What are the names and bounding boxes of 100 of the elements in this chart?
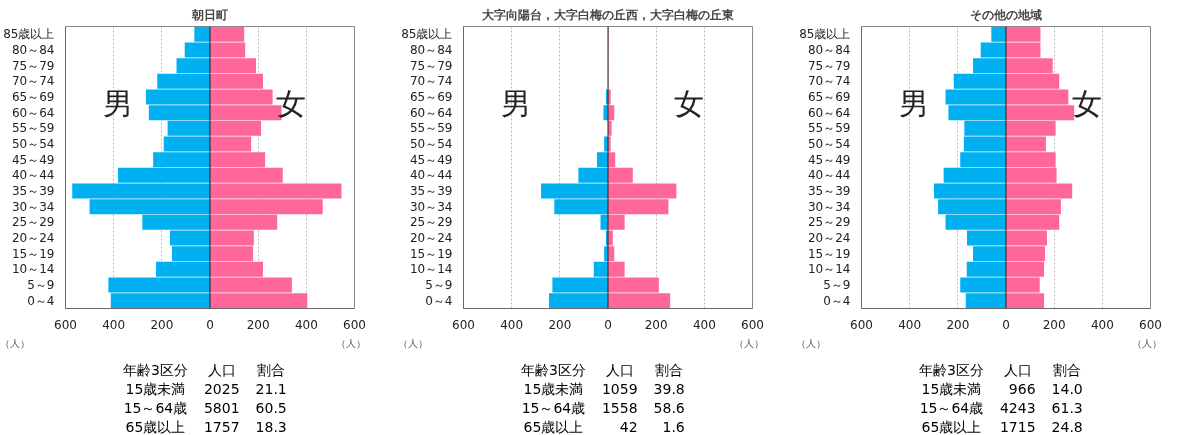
y-tick-label: 85歳以上: [401, 27, 453, 42]
y-tick-label: 75～79: [409, 58, 453, 73]
y-tick-label: 5～9: [823, 278, 851, 292]
text: 61.3: [1050, 399, 1084, 418]
series-label: 女: [673, 85, 704, 121]
y-tick-label: 40～44: [11, 168, 55, 183]
text: 1.6: [661, 418, 686, 435]
x-tick-label: 600: [850, 317, 873, 332]
text: 14.0: [1050, 380, 1084, 399]
x-tick-label: 600: [343, 317, 366, 332]
y-tick-label: 65～69: [409, 90, 453, 104]
x-axis-title: （人）: [336, 337, 366, 351]
x-tick-label: 600: [452, 317, 475, 332]
y-tick-label: 85歳以上: [3, 27, 55, 42]
text: 4243: [998, 399, 1037, 418]
y-tick-label: 45～49: [807, 152, 851, 167]
text: 1059: [600, 380, 639, 399]
text: 65歳以上: [124, 418, 187, 435]
y-tick-label: 45～49: [11, 152, 55, 167]
text: 人口: [604, 361, 635, 380]
y-tick-label: 40～44: [409, 168, 453, 183]
x-axis-title: （人）: [1132, 337, 1162, 351]
y-tick-label: 65～69: [807, 90, 851, 104]
y-tick-label: 10～14: [409, 262, 453, 277]
text: 1715: [998, 418, 1037, 435]
text: 15歳未満: [522, 380, 585, 399]
y-tick-label: 25～29: [11, 215, 55, 230]
text: 年齢3区分: [918, 361, 985, 380]
y-tick-label: 55～59: [11, 121, 55, 136]
chart-title: 朝日町: [191, 7, 228, 22]
y-tick-label: 40～44: [807, 168, 851, 183]
text: 人口: [206, 361, 237, 380]
y-tick-label: 15～19: [807, 246, 851, 261]
text: 1757: [202, 418, 241, 435]
x-tick-label: 400: [102, 317, 126, 332]
x-tick-label: 200: [1042, 317, 1066, 332]
y-tick-label: 20～24: [409, 231, 453, 245]
y-tick-label: 35～39: [11, 184, 55, 198]
text: 男: [500, 85, 531, 121]
y-tick-label: 70～74: [11, 74, 55, 89]
x-tick-label: 0: [1002, 317, 1010, 332]
x-tick-label: 400: [500, 317, 524, 332]
chart-title: その他の地域: [970, 7, 1042, 22]
y-tick-label: 20～24: [807, 231, 851, 245]
text: 15歳未満: [124, 380, 187, 399]
y-tick-label: 10～14: [11, 262, 55, 277]
y-tick-label: 20～24: [11, 231, 55, 245]
text: 2025: [202, 380, 241, 399]
text: 21.1: [254, 380, 288, 399]
x-tick-label: 200: [946, 317, 970, 332]
series-label: 男: [898, 85, 929, 121]
text: 割合: [654, 361, 685, 380]
x-tick-label: 0: [604, 317, 612, 332]
text: 人口: [1002, 361, 1033, 380]
y-tick-label: 10～14: [807, 262, 851, 277]
y-tick-label: 80～84: [11, 43, 55, 57]
text: 15歳未満: [920, 380, 983, 399]
x-tick-label: 200: [548, 317, 572, 332]
y-tick-label: 5～9: [425, 278, 453, 292]
text: 15～64歳: [520, 399, 587, 418]
x-tick-label: 400: [1090, 317, 1114, 332]
y-tick-label: 45～49: [409, 152, 453, 167]
series-label: 女: [275, 85, 306, 121]
y-tick-label: 25～29: [409, 215, 453, 230]
text: 65歳以上: [522, 418, 585, 435]
y-tick-label: 0～4: [27, 293, 55, 308]
x-axis-title: （人）: [734, 337, 764, 351]
text: 割合: [256, 361, 287, 380]
text: 年齢3区分: [520, 361, 587, 380]
y-tick-label: 0～4: [425, 293, 453, 308]
text: 39.8: [652, 380, 686, 399]
x-tick-label: 200: [150, 317, 174, 332]
y-tick-label: 60～64: [11, 105, 55, 120]
text: 1558: [600, 399, 639, 418]
y-tick-label: 70～74: [409, 74, 453, 89]
text: 5801: [202, 399, 241, 418]
y-tick-label: 15～19: [11, 246, 55, 261]
y-tick-label: 30～34: [409, 199, 453, 214]
y-tick-label: 35～39: [807, 184, 851, 198]
y-tick-label: 50～54: [11, 137, 55, 151]
y-tick-label: 50～54: [409, 137, 453, 151]
y-tick-label: 15～19: [409, 246, 453, 261]
text: （人）: [796, 338, 826, 349]
x-tick-label: 400: [898, 317, 922, 332]
text: （人）: [398, 338, 428, 349]
y-tick-label: 25～29: [807, 215, 851, 230]
y-tick-label: 70～74: [807, 74, 851, 89]
y-tick-label: 85歳以上: [799, 27, 851, 42]
text: 24.8: [1050, 418, 1084, 435]
text: 60.5: [254, 399, 288, 418]
y-tick-label: 55～59: [807, 121, 851, 136]
y-tick-label: 60～64: [807, 105, 851, 120]
y-tick-label: 75～79: [807, 58, 851, 73]
text: 18.3: [254, 418, 288, 435]
x-tick-label: 400: [294, 317, 318, 332]
y-tick-label: 80～84: [807, 43, 851, 57]
x-tick-label: 600: [741, 317, 764, 332]
text: 966: [1007, 380, 1037, 399]
x-tick-label: 0: [206, 317, 214, 332]
text: 15～64歳: [918, 399, 985, 418]
